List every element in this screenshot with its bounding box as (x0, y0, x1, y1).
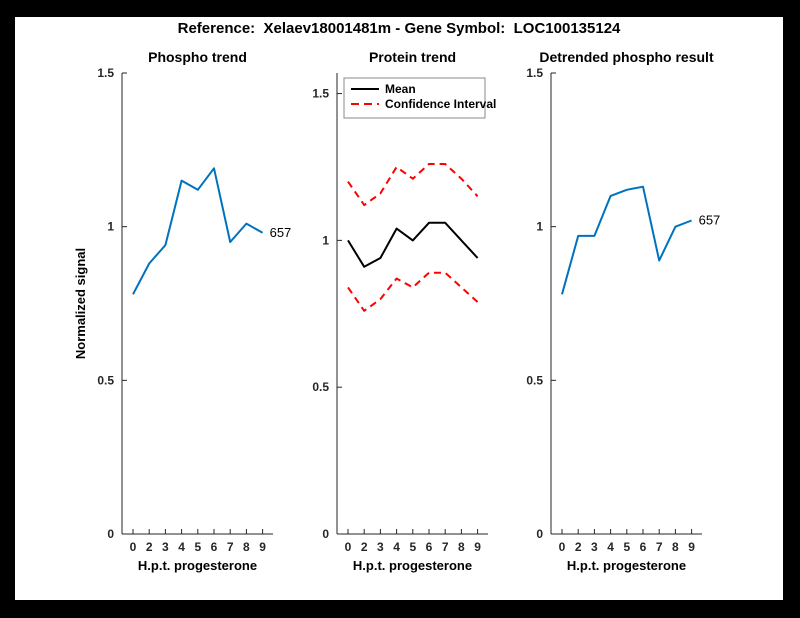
y-axis-label: Normalized signal (73, 248, 88, 359)
series-line-confidence-interval-upper (347, 163, 479, 207)
legend-label: Confidence Interval (385, 97, 496, 111)
x-tick-label: 2 (575, 540, 582, 554)
subplot-title: Protein trend (369, 49, 456, 65)
series-line-657 (132, 167, 264, 295)
y-tick-label: 0.5 (526, 373, 543, 387)
x-tick-label: 6 (211, 540, 218, 554)
series-end-label: 657 (270, 225, 292, 240)
x-tick-label: 8 (672, 540, 679, 554)
y-tick-label: 1 (107, 220, 114, 234)
x-tick-label: 7 (442, 540, 449, 554)
x-tick-label: 0 (130, 540, 137, 554)
x-tick-label: 7 (227, 540, 234, 554)
x-tick-label: 2 (361, 540, 368, 554)
x-tick-label: 5 (194, 540, 201, 554)
x-tick-label: 2 (146, 540, 153, 554)
y-tick-label: 0.5 (312, 380, 329, 394)
y-tick-label: 0 (536, 527, 543, 541)
y-tick-label: 1.5 (526, 66, 543, 80)
x-tick-label: 3 (377, 540, 384, 554)
series-line-confidence-interval-lower (347, 271, 479, 312)
y-tick-label: 0.5 (97, 373, 114, 387)
legend-label: Mean (385, 82, 416, 96)
x-axis-label: H.p.t. progesterone (138, 558, 257, 573)
x-tick-label: 6 (426, 540, 433, 554)
y-tick-label: 1 (536, 220, 543, 234)
x-tick-label: 4 (607, 540, 614, 554)
x-tick-label: 6 (640, 540, 647, 554)
y-tick-label: 1.5 (97, 66, 114, 80)
x-tick-label: 4 (178, 540, 185, 554)
figure-title: Reference: Xelaev18001481m - Gene Symbol… (177, 20, 621, 37)
subplot-title: Detrended phospho result (539, 49, 714, 65)
x-tick-label: 4 (393, 540, 400, 554)
subplot-title: Phospho trend (148, 49, 247, 65)
y-tick-label: 0 (107, 527, 114, 541)
x-tick-label: 5 (623, 540, 630, 554)
y-tick-label: 1 (322, 233, 329, 247)
x-tick-label: 8 (458, 540, 465, 554)
x-tick-label: 3 (591, 540, 598, 554)
x-tick-label: 7 (656, 540, 663, 554)
x-tick-label: 8 (243, 540, 250, 554)
legend-box (343, 77, 486, 119)
figure-window: Reference: Xelaev18001481m - Gene Symbol… (15, 17, 783, 600)
series-line-mean (347, 221, 479, 268)
x-axis-label: H.p.t. progesterone (353, 558, 472, 573)
x-tick-label: 0 (345, 540, 352, 554)
x-tick-label: 5 (409, 540, 416, 554)
y-tick-label: 0 (322, 527, 329, 541)
x-tick-label: 9 (259, 540, 266, 554)
x-axis-label: H.p.t. progesterone (567, 558, 686, 573)
x-tick-label: 9 (474, 540, 481, 554)
y-tick-label: 1.5 (312, 87, 329, 101)
x-tick-label: 9 (688, 540, 695, 554)
x-tick-label: 0 (559, 540, 566, 554)
series-end-label: 657 (699, 213, 721, 228)
x-tick-label: 3 (162, 540, 169, 554)
series-line-657 (561, 185, 692, 295)
